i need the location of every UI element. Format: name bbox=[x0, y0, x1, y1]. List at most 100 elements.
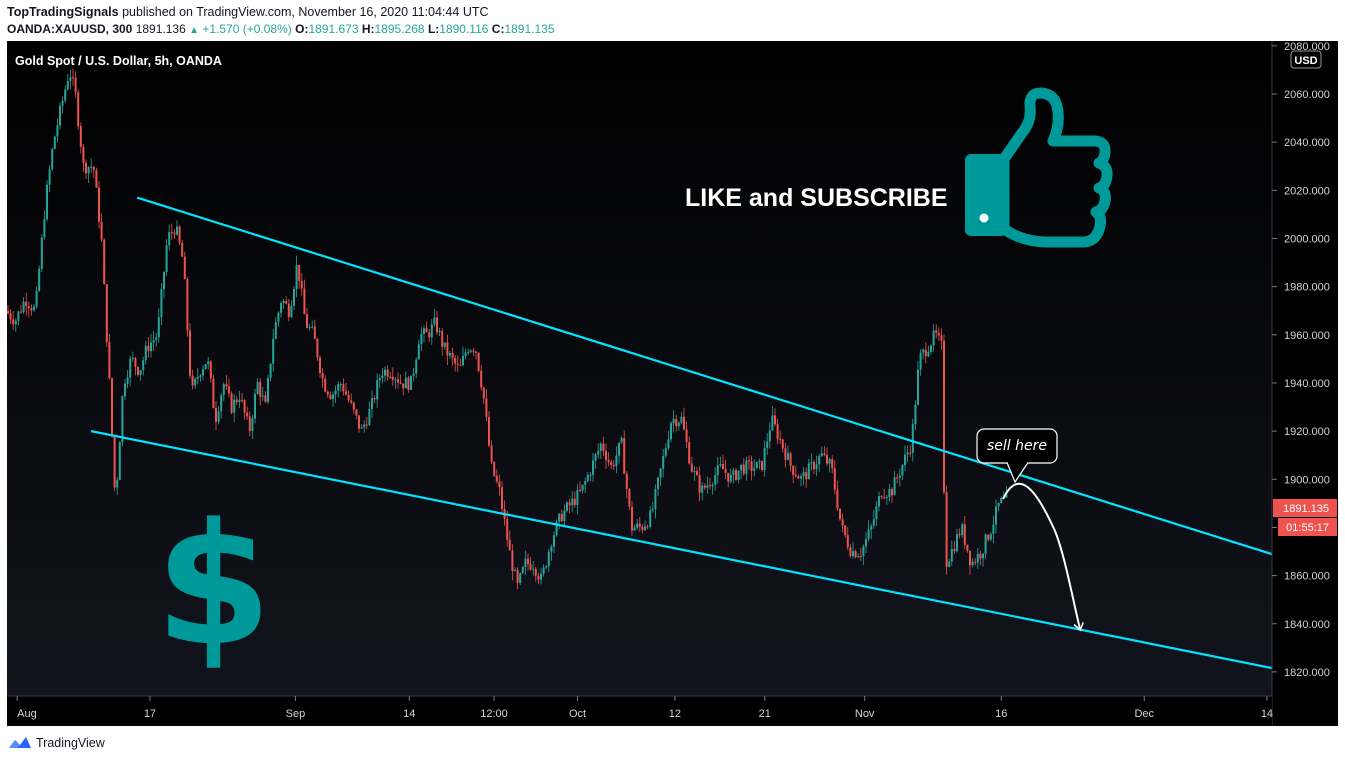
candle-body bbox=[490, 445, 493, 462]
price-axis[interactable] bbox=[1272, 41, 1338, 696]
y-tick-label: 1920.000 bbox=[1284, 426, 1330, 438]
candle-body bbox=[126, 377, 129, 384]
candle-body bbox=[87, 167, 90, 174]
candle-body bbox=[378, 377, 381, 381]
candle-body bbox=[724, 469, 727, 473]
candle-body bbox=[1000, 498, 1003, 503]
candle-body bbox=[246, 412, 249, 417]
candle-body bbox=[59, 105, 61, 126]
candles-layer bbox=[7, 68, 1008, 590]
time-axis[interactable] bbox=[7, 696, 1272, 726]
candle-body bbox=[768, 430, 771, 442]
candle-body bbox=[134, 357, 137, 367]
candle-body bbox=[157, 317, 160, 338]
y-tick-label: 1860.000 bbox=[1284, 571, 1330, 583]
candle-body bbox=[792, 465, 795, 476]
candle-body bbox=[79, 126, 82, 147]
candle-body bbox=[680, 416, 683, 423]
candle-body bbox=[35, 290, 38, 307]
candle-body bbox=[14, 320, 17, 325]
candle-body bbox=[204, 364, 207, 370]
candle-body bbox=[566, 502, 568, 511]
candle-body bbox=[108, 342, 111, 379]
candle-body bbox=[654, 489, 657, 510]
candle-body bbox=[334, 390, 337, 395]
candle-body bbox=[38, 268, 41, 291]
candle-body bbox=[251, 418, 254, 432]
candle-body bbox=[222, 384, 225, 396]
candle-body bbox=[984, 534, 987, 554]
candle-body bbox=[581, 484, 584, 491]
candle-body bbox=[441, 331, 444, 347]
candle-body bbox=[118, 442, 121, 481]
publish-date: published on TradingView.com, November 1… bbox=[122, 5, 489, 19]
candle-body bbox=[532, 568, 535, 570]
candle-body bbox=[313, 326, 316, 339]
x-tick-label: 16 bbox=[995, 708, 1007, 720]
candle-body bbox=[397, 379, 399, 383]
author-name[interactable]: TopTradingSignals bbox=[7, 5, 119, 19]
candle-body bbox=[1005, 494, 1008, 498]
price-chart[interactable]: Gold Spot / U.S. Dollar, 5h, OANDA $ LIK… bbox=[7, 41, 1338, 726]
candle-body bbox=[199, 375, 202, 377]
candle-body bbox=[298, 264, 301, 281]
candle-body bbox=[342, 384, 345, 392]
y-tick-label: 1840.000 bbox=[1284, 619, 1330, 631]
candle-body bbox=[813, 462, 815, 470]
candle-body bbox=[618, 442, 620, 456]
candle-body bbox=[917, 369, 919, 405]
candle-body bbox=[303, 288, 306, 315]
candle-body bbox=[953, 548, 956, 552]
currency-badge: USD bbox=[1290, 50, 1322, 69]
candle-body bbox=[433, 317, 436, 325]
upper-trendline[interactable] bbox=[136, 196, 1280, 558]
candle-body bbox=[805, 472, 808, 480]
candle-body bbox=[685, 429, 688, 443]
candle-body bbox=[563, 510, 566, 522]
candle-body bbox=[269, 363, 272, 378]
candle-body bbox=[436, 317, 438, 333]
tradingview-logo-icon bbox=[9, 737, 31, 748]
candle-body bbox=[610, 461, 613, 465]
candle-body bbox=[901, 465, 904, 476]
candle-body bbox=[124, 383, 126, 397]
candle-body bbox=[488, 417, 490, 446]
candle-body bbox=[178, 226, 181, 243]
candle-body bbox=[243, 400, 246, 413]
candle-body bbox=[945, 492, 948, 567]
candle-body bbox=[163, 272, 165, 290]
plot-area[interactable] bbox=[7, 41, 1272, 696]
candle-body bbox=[989, 533, 992, 540]
candle-body bbox=[631, 506, 633, 531]
time-axis-ticks: Aug 17 Sep 14 12:00 Oct 12 21 Nov 16 Dec 14 bbox=[16, 696, 1273, 720]
candle-body bbox=[914, 404, 917, 425]
candle-body bbox=[459, 364, 462, 366]
candle-body bbox=[852, 551, 854, 557]
candle-body bbox=[649, 510, 652, 527]
x-tick-label: 17 bbox=[144, 708, 156, 720]
candle-body bbox=[971, 561, 974, 566]
like-subscribe-text: LIKE and SUBSCRIBE bbox=[685, 184, 948, 212]
x-tick-label: Sep bbox=[286, 708, 306, 720]
candle-body bbox=[407, 377, 410, 390]
candle-body bbox=[636, 523, 639, 528]
candle-body bbox=[787, 453, 789, 460]
candle-body bbox=[358, 415, 360, 429]
candle-body bbox=[766, 441, 769, 448]
thumbs-up-icon bbox=[965, 87, 1113, 248]
footer-brand[interactable]: TradingView bbox=[8, 736, 105, 750]
candle-body bbox=[277, 312, 280, 323]
candle-body bbox=[209, 361, 212, 379]
candle-body bbox=[329, 394, 332, 400]
candle-body bbox=[662, 455, 665, 469]
candle-body bbox=[771, 415, 774, 431]
candle-body bbox=[363, 424, 366, 428]
candle-body bbox=[701, 485, 704, 493]
x-tick-label: Oct bbox=[569, 708, 586, 720]
candle-body bbox=[597, 450, 600, 455]
candle-body bbox=[464, 352, 467, 356]
candle-body bbox=[670, 423, 672, 440]
candle-body bbox=[722, 464, 724, 470]
candle-body bbox=[196, 376, 199, 379]
candle-body bbox=[131, 357, 134, 360]
